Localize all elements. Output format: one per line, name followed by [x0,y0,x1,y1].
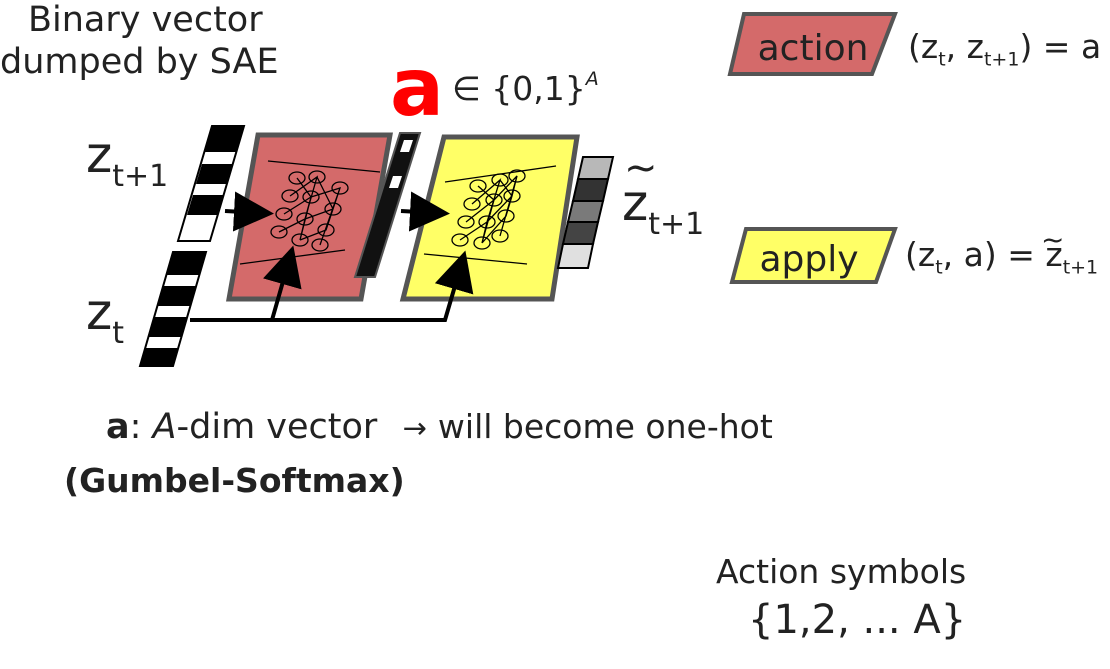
zpred-base: z [622,174,649,232]
note-gumbel: (Gumbel-Softmax) [64,461,405,500]
note-a-bold: a [106,407,130,447]
zpred-label: ~ z t+1 [622,148,705,242]
apply-network [399,134,580,302]
zt1-binary-vector-icon [176,125,246,242]
apply-legend-box: apply [729,227,898,284]
apply-legend-label: apply [759,239,858,280]
zpred-sub: t+1 [648,207,705,242]
a-membership-sup: A [585,68,599,90]
zt1-sub: t+1 [112,159,169,194]
caption-line-2: dumped by SAE [0,42,279,82]
note-a-rest: -dim vector [176,407,378,447]
a-membership: ∈ {0,1}A [452,68,599,108]
zt-base: z [86,283,113,341]
arrow-icon [400,191,450,232]
note-a-dim: a: A-dim vector → will become one-hot [106,410,773,445]
note-onehot: will become one-hot [437,407,773,446]
zpred-vector-icon [556,156,615,269]
footer-action-symbols: Action symbols [716,552,967,591]
action-formula-close: ) = a [1019,27,1102,66]
action-network [226,132,393,302]
caption-binary-vector: Binary vector dumped by SAE [0,0,279,80]
apply-formula-open: (z [905,235,936,274]
zt1-label: zt+1 [86,130,168,192]
action-formula-sub2: t+1 [983,48,1020,71]
zt-sub: t [112,316,125,351]
apply-formula-sub1: t [935,256,943,279]
zt-binary-vector-icon [138,251,208,367]
zt-label: zt [86,287,124,349]
note-a-colon: : [129,407,153,447]
arrow-icon [190,250,474,322]
neural-network-icon [239,160,381,265]
a-symbol: a [390,41,444,134]
apply-formula-tilde: ~ [1041,223,1065,256]
flow-arrows [190,191,474,322]
action-legend-label: action [758,28,869,69]
note-a-italic: A [152,407,177,447]
apply-formula-mid: , a) = z [942,235,1063,274]
arrow-icon: → [402,411,427,445]
arrow-icon [263,245,302,321]
a-binary-vector-icon [353,132,422,278]
action-formula: (zt, zt+1) = a [908,30,1101,70]
zt1-base: z [86,126,113,184]
neural-network-icon [423,165,557,265]
footer-action-set: {1,2, ... A} [748,597,967,643]
action-formula-open: (z [908,27,939,66]
apply-formula: (zt, a) = zt+1 ~ [905,226,1099,279]
caption-line-1: Binary vector [28,0,263,40]
action-formula-sub1: t [938,48,946,71]
arrow-icon [224,191,274,232]
apply-formula-sub2: t+1 [1062,256,1099,279]
action-formula-mid: , z [945,27,984,66]
zpred-tilde: ~ [624,145,658,191]
action-legend-box: action [727,12,898,76]
a-membership-set: ∈ {0,1} [452,69,586,108]
